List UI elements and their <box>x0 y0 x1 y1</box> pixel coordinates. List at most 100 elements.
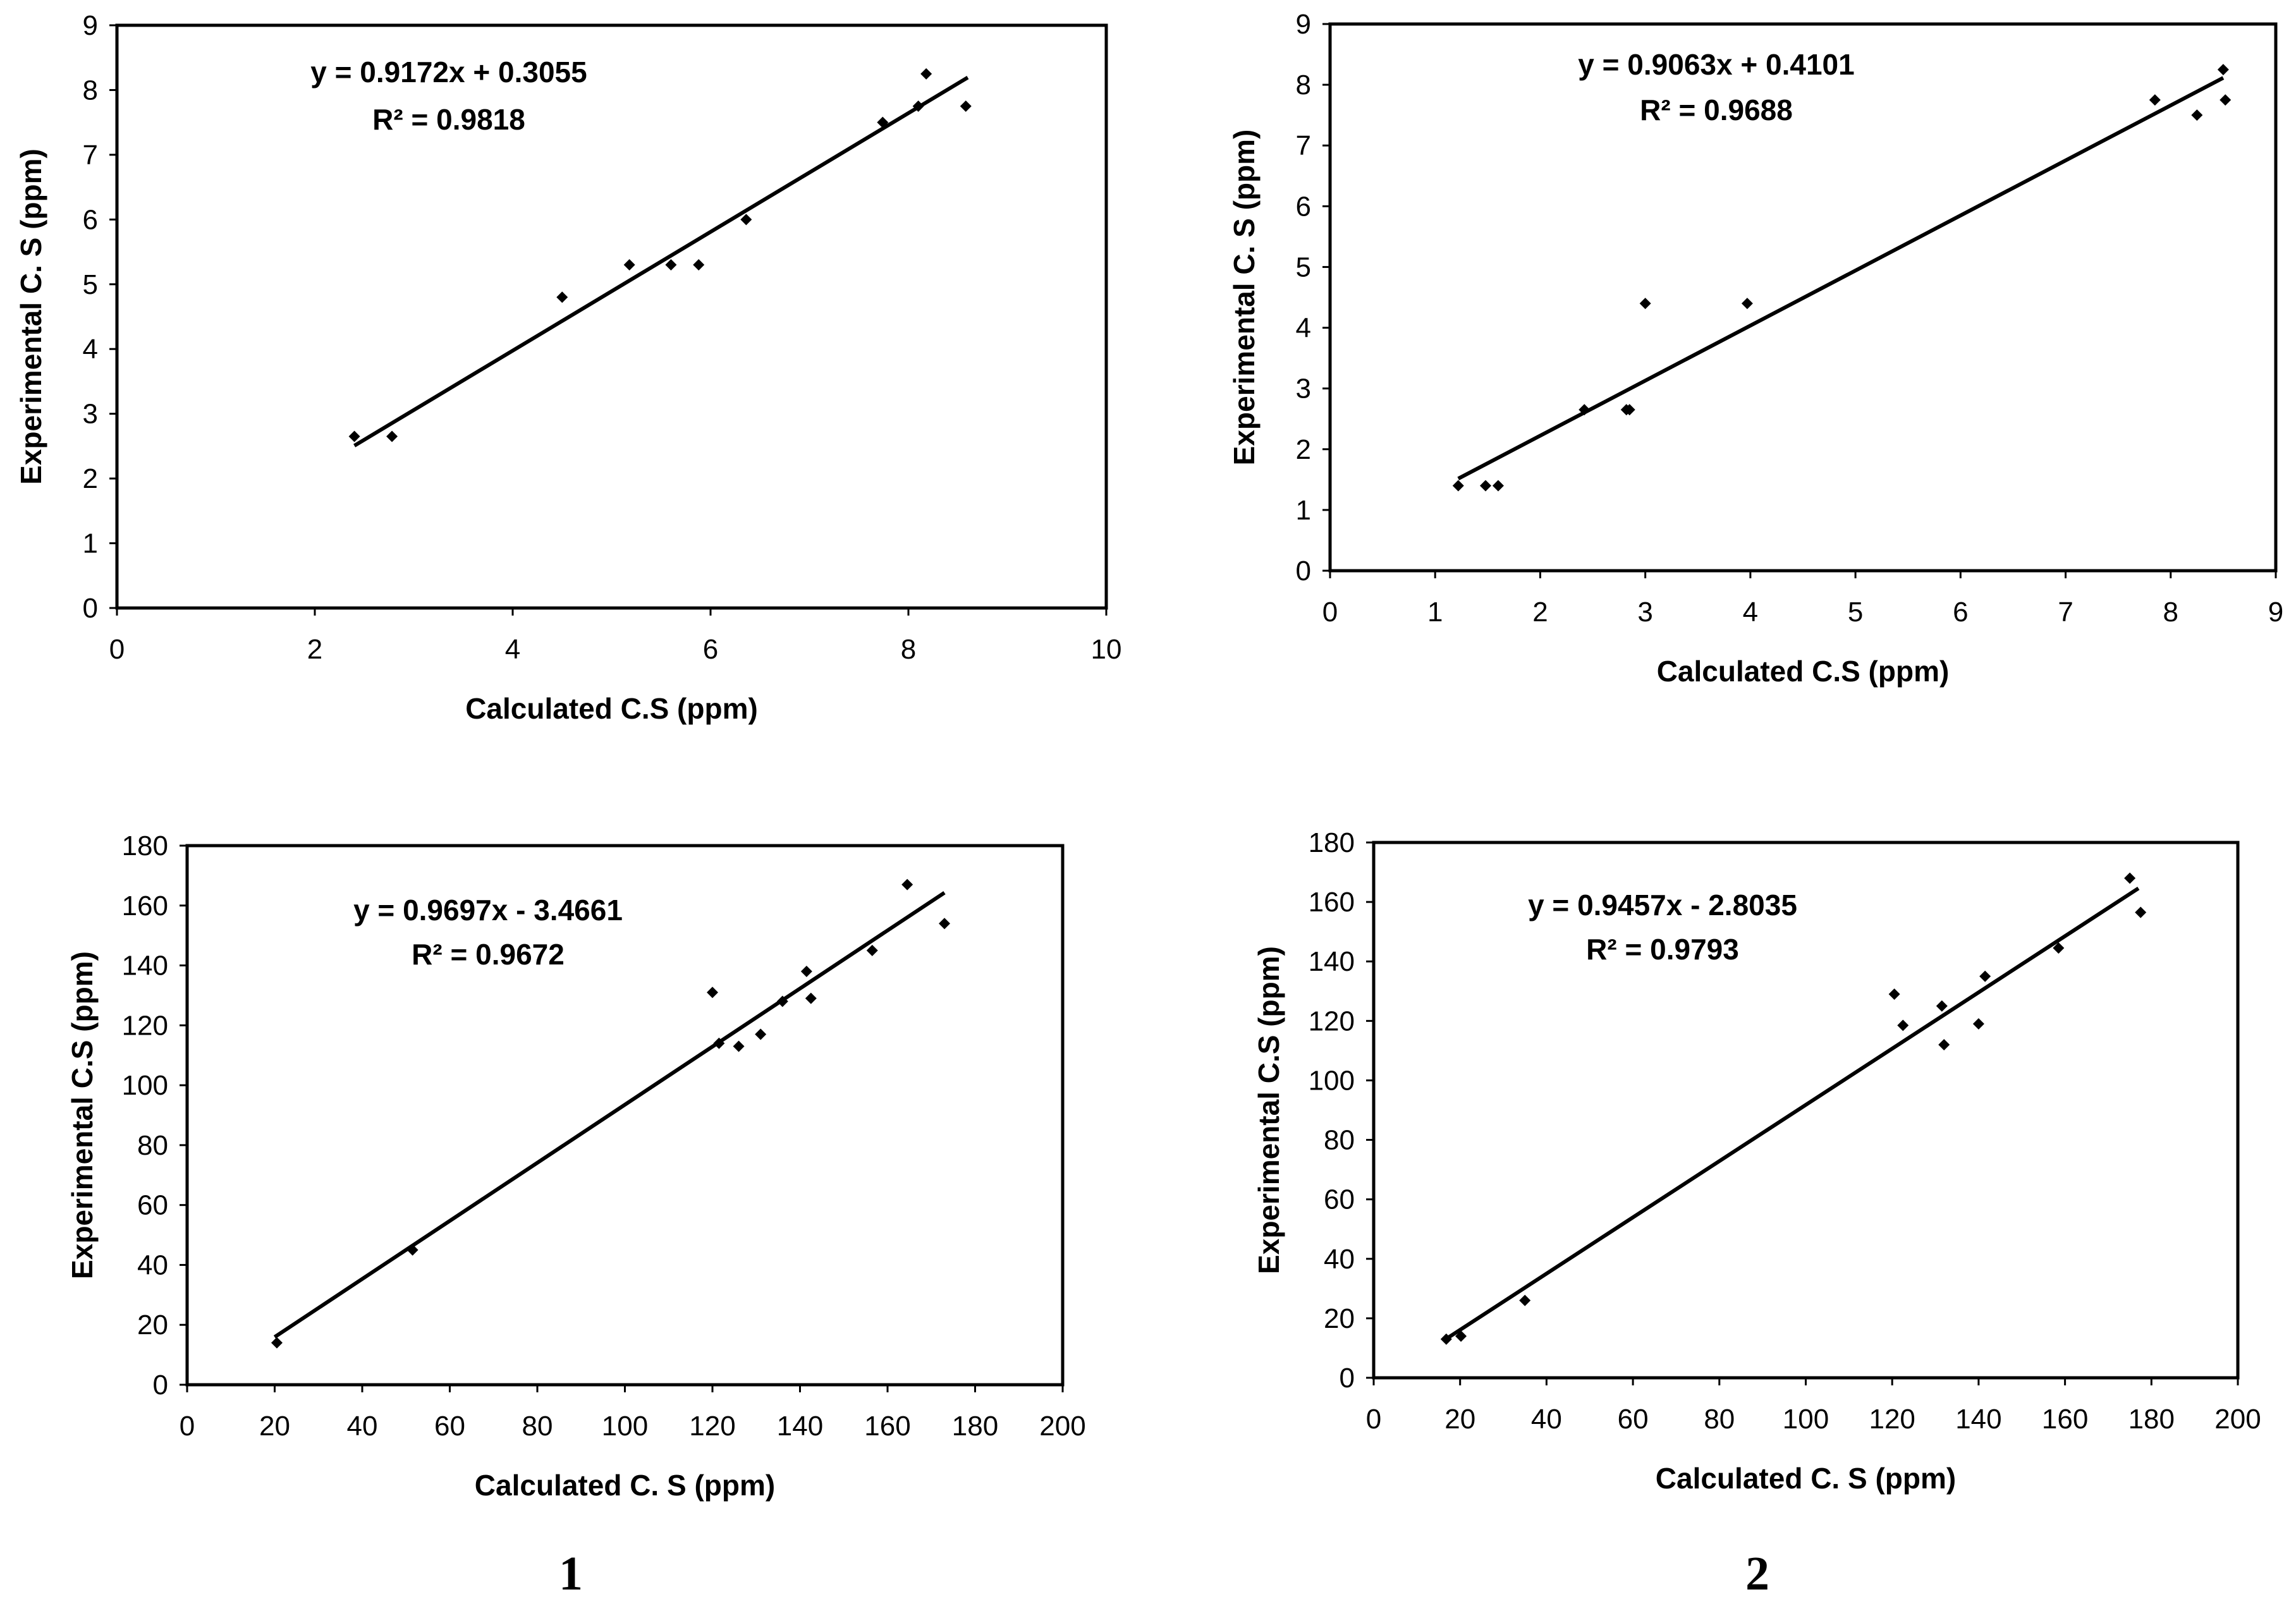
y-tick-label: 20 <box>1324 1303 1355 1334</box>
x-tick-label: 8 <box>901 634 916 665</box>
r-squared: R² = 0.9688 <box>1640 94 1793 126</box>
x-tick-label: 60 <box>434 1411 465 1442</box>
regression-equation: y = 0.9457x - 2.8035 <box>1528 889 1797 921</box>
y-tick-label: 180 <box>122 830 168 861</box>
y-tick-label: 9 <box>83 10 98 41</box>
data-point <box>1440 1333 1452 1345</box>
x-axis-title: Calculated C.S (ppm) <box>1657 655 1950 688</box>
x-tick-label: 160 <box>2042 1404 2088 1435</box>
data-point <box>1938 1038 1950 1050</box>
x-tick-label: 3 <box>1637 597 1652 628</box>
figure-label-1: 1 <box>559 1547 583 1600</box>
x-axis-title: Calculated C. S (ppm) <box>475 1469 775 1502</box>
y-tick-label: 60 <box>137 1190 168 1221</box>
x-tick-label: 100 <box>602 1411 648 1442</box>
x-tick-label: 160 <box>864 1411 910 1442</box>
data-point <box>1480 480 1492 492</box>
y-tick-label: 60 <box>1324 1184 1355 1215</box>
x-tick-label: 80 <box>1704 1404 1735 1435</box>
data-point <box>1897 1019 1909 1031</box>
plot-area <box>115 23 1108 610</box>
data-point <box>2220 94 2232 106</box>
y-tick-label: 0 <box>83 593 98 624</box>
data-point <box>776 995 788 1007</box>
y-tick-label: 0 <box>153 1370 168 1401</box>
trendline <box>353 76 969 447</box>
x-tick-label: 100 <box>1783 1404 1829 1435</box>
x-tick-label: 8 <box>2163 597 2178 628</box>
y-axis-title: Experimental C.S (ppm) <box>66 951 99 1279</box>
y-tick-label: 5 <box>1296 252 1311 283</box>
y-tick-label: 80 <box>1324 1125 1355 1156</box>
x-tick-label: 180 <box>952 1411 998 1442</box>
data-point <box>2217 64 2229 76</box>
trendline <box>1444 887 2140 1342</box>
y-tick-label: 40 <box>137 1249 168 1280</box>
data-point <box>800 966 812 978</box>
trendline <box>273 891 946 1339</box>
y-tick-label: 160 <box>1309 887 1355 918</box>
x-tick-label: 2 <box>1532 597 1548 628</box>
y-tick-label: 160 <box>122 891 168 921</box>
x-tick-label: 140 <box>777 1411 823 1442</box>
x-axis-title: Calculated C. S (ppm) <box>1656 1462 1956 1495</box>
x-tick-label: 10 <box>1091 634 1122 665</box>
x-tick-label: 0 <box>1322 597 1338 628</box>
y-tick-label: 180 <box>1309 827 1355 858</box>
data-point <box>960 100 972 112</box>
data-point <box>665 259 677 271</box>
x-tick-label: 120 <box>689 1411 735 1442</box>
x-tick-label: 120 <box>1869 1404 1915 1435</box>
x-tick-label: 0 <box>1366 1404 1381 1435</box>
y-tick-label: 5 <box>83 269 98 300</box>
data-point <box>1623 404 1635 416</box>
x-tick-label: 1 <box>1427 597 1443 628</box>
data-point <box>1639 298 1651 310</box>
data-point <box>755 1028 767 1040</box>
data-point <box>693 259 705 271</box>
x-tick-label: 180 <box>2128 1404 2175 1435</box>
y-tick-label: 100 <box>1309 1065 1355 1096</box>
data-point <box>2149 94 2161 106</box>
chart-panel-3: 0 20 40 60 80 100 120 140 160 180 200 0 20 40 60 80 100 1… <box>66 830 1086 1502</box>
data-point <box>707 987 718 999</box>
r-squared: R² = 0.9818 <box>372 103 525 136</box>
x-tick-label: 6 <box>703 634 718 665</box>
plot-area <box>185 844 1065 1387</box>
y-axis-title: Experimental C.S (ppm) <box>1252 946 1285 1274</box>
data-point <box>2053 942 2065 954</box>
r-squared: R² = 0.9672 <box>412 938 565 971</box>
y-tick-label: 4 <box>1296 313 1311 344</box>
data-point <box>1455 1330 1467 1342</box>
data-point <box>1972 1018 1984 1030</box>
plot-area <box>1372 841 2240 1380</box>
x-tick-label: 4 <box>505 634 520 665</box>
y-tick-label: 4 <box>83 334 98 365</box>
y-tick-label: 0 <box>1296 556 1311 587</box>
data-point <box>2191 109 2203 121</box>
x-tick-label: 200 <box>2214 1404 2261 1435</box>
x-tick-label: 60 <box>1618 1404 1649 1435</box>
y-tick-label: 6 <box>83 204 98 235</box>
y-tick-label: 20 <box>137 1310 168 1340</box>
x-tick-label: 0 <box>109 634 125 665</box>
data-point <box>920 68 932 80</box>
y-tick-label: 6 <box>1296 191 1311 222</box>
data-point <box>1452 480 1464 492</box>
y-axis-title: Experimental C. S (ppm) <box>1228 130 1261 466</box>
regression-equation: y = 0.9063x + 0.4101 <box>1578 48 1854 81</box>
chart-panel-4: 0 20 40 60 80 100 120 140 160 180 200 0 20 40 60 80 100 1… <box>1252 827 2261 1495</box>
data-point <box>556 291 568 303</box>
data-point <box>623 259 635 271</box>
y-tick-label: 8 <box>83 75 98 106</box>
data-point <box>1578 404 1591 416</box>
x-tick-label: 80 <box>522 1411 553 1442</box>
chart-panel-1: 0 2 4 6 8 10 0 1 2 3 4 5 6 7 8 9 Calculated C.S (ppm) Exp… <box>15 10 1121 725</box>
y-tick-label: 140 <box>122 951 168 982</box>
data-point <box>740 214 752 226</box>
data-point <box>1741 298 1753 310</box>
y-tick-label: 140 <box>1309 946 1355 977</box>
y-tick-label: 7 <box>1296 130 1311 161</box>
data-point <box>877 116 889 128</box>
